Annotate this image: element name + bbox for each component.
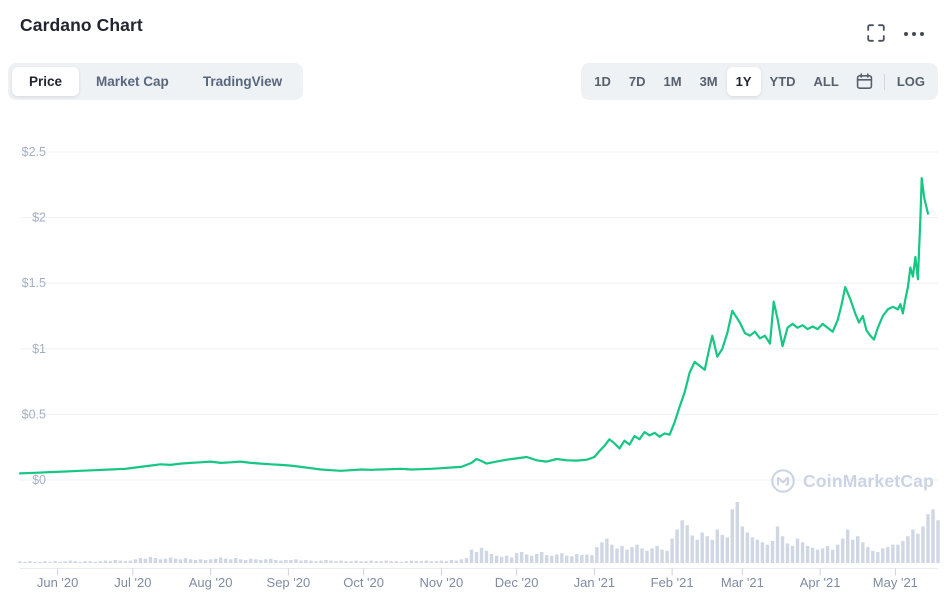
log-scale-button[interactable]: LOG [888, 67, 934, 96]
volume-bars [18, 502, 940, 564]
svg-text:Oct '20: Oct '20 [343, 575, 384, 590]
fullscreen-button[interactable] [866, 23, 886, 43]
coinmarketcap-logo-icon [771, 469, 795, 493]
chart-type-tabs: Price Market Cap TradingView [8, 63, 304, 100]
svg-text:Jan '21: Jan '21 [574, 575, 616, 590]
range-1d-button[interactable]: 1D [585, 67, 620, 96]
range-7d-button[interactable]: 7D [620, 67, 655, 96]
svg-text:$2: $2 [32, 211, 46, 225]
range-1y-button[interactable]: 1Y [726, 67, 761, 96]
svg-text:Jun '20: Jun '20 [37, 575, 79, 590]
svg-text:Nov '20: Nov '20 [420, 575, 464, 590]
coinmarketcap-watermark: CoinMarketCap [770, 467, 934, 495]
y-gridlines [20, 151, 938, 481]
price-line [18, 177, 930, 475]
tab-market-cap[interactable]: Market Cap [79, 67, 186, 96]
x-axis-labels: Jun '20 Jul '20 Aug '20 Sep '20 Oct '20 Nov '… [37, 575, 918, 590]
svg-text:$2.5: $2.5 [22, 145, 46, 159]
fullscreen-icon [867, 24, 885, 42]
svg-text:$1: $1 [32, 342, 46, 356]
price-chart[interactable]: $2.5 $2 $1.5 $1 $0.5 $0 Jun '20 Jul '20 Aug '20 S… [0, 110, 948, 612]
range-3m-button[interactable]: 3M [691, 67, 727, 96]
tab-price[interactable]: Price [12, 67, 80, 96]
more-icon [904, 32, 924, 36]
x-axis-ticks [57, 568, 896, 576]
svg-text:Mar '21: Mar '21 [721, 575, 764, 590]
range-all-button[interactable]: ALL [805, 67, 848, 96]
range-ytd-button[interactable]: YTD [761, 67, 805, 96]
svg-text:May '21: May '21 [873, 575, 918, 590]
y-axis-labels: $2.5 $2 $1.5 $1 $0.5 $0 [22, 145, 46, 487]
svg-text:Jul '20: Jul '20 [114, 575, 151, 590]
svg-text:Sep '20: Sep '20 [267, 575, 311, 590]
svg-text:$1.5: $1.5 [22, 276, 46, 290]
calendar-button[interactable] [848, 67, 881, 96]
tab-tradingview[interactable]: TradingView [186, 67, 299, 96]
date-range-controls: 1D 7D 1M 3M 1Y YTD ALL LOG [581, 63, 938, 100]
svg-text:Aug '20: Aug '20 [189, 575, 233, 590]
svg-text:$0: $0 [32, 473, 46, 487]
coinmarketcap-watermark-text: CoinMarketCap [803, 470, 934, 491]
svg-text:Dec '20: Dec '20 [495, 575, 539, 590]
svg-text:$0.5: $0.5 [22, 407, 46, 421]
page-title: Cardano Chart [20, 15, 143, 35]
divider [883, 73, 885, 90]
svg-text:Apr '21: Apr '21 [800, 575, 841, 590]
calendar-icon [856, 73, 873, 89]
more-button[interactable] [901, 23, 927, 43]
svg-text:Feb '21: Feb '21 [651, 575, 694, 590]
range-1m-button[interactable]: 1M [655, 67, 691, 96]
